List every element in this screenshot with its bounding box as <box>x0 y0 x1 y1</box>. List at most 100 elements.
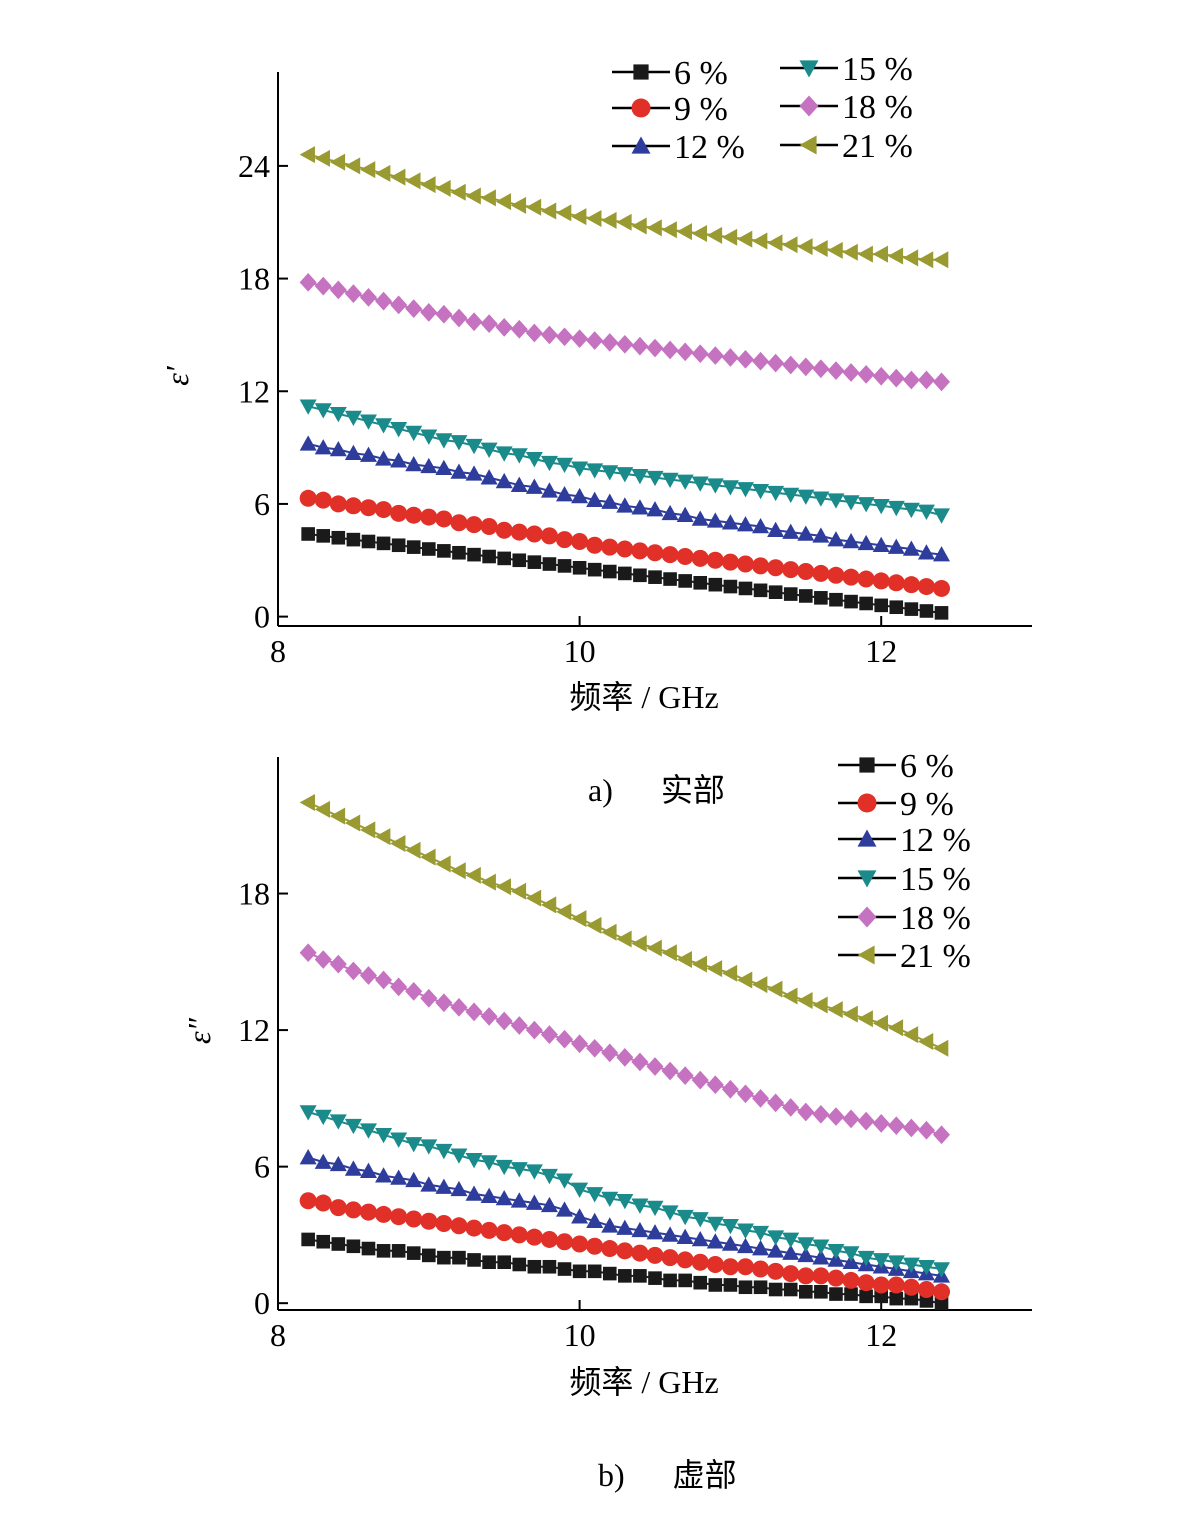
y-tick-label: 24 <box>238 148 270 184</box>
data-point <box>676 548 694 566</box>
legend: 6 %9 %12 %15 %18 %21 % <box>838 749 971 975</box>
data-point <box>420 1139 438 1155</box>
data-point <box>887 1255 905 1271</box>
data-point <box>316 1234 331 1249</box>
data-point <box>344 157 361 175</box>
data-point <box>872 499 890 515</box>
data-point <box>633 568 647 583</box>
data-point <box>691 1253 709 1271</box>
legend-label: 12 % <box>674 129 745 166</box>
data-point <box>917 504 935 520</box>
data-point <box>646 1057 664 1076</box>
data-point <box>872 572 890 590</box>
data-point <box>465 866 481 884</box>
data-point <box>902 540 920 556</box>
data-point <box>435 459 453 476</box>
data-point <box>829 1287 843 1301</box>
x-tick-label: 10 <box>564 633 596 669</box>
data-point <box>616 213 632 231</box>
data-point <box>420 1176 438 1192</box>
data-point <box>510 1226 528 1244</box>
data-point <box>361 1241 376 1256</box>
legend-label: 12 % <box>900 822 971 859</box>
data-point <box>631 499 649 515</box>
data-point <box>783 1282 798 1297</box>
data-point <box>874 598 888 613</box>
data-point <box>827 566 845 584</box>
data-point <box>314 439 332 455</box>
data-point <box>344 444 362 461</box>
data-point <box>359 966 377 985</box>
data-point <box>601 1240 619 1258</box>
data-point <box>691 510 709 526</box>
data-point <box>648 1271 662 1285</box>
data-point <box>618 566 632 581</box>
data-point <box>450 435 468 451</box>
data-point <box>390 1169 408 1185</box>
series-6-pct <box>301 527 949 620</box>
data-point <box>329 954 347 974</box>
data-point <box>889 600 904 615</box>
data-point <box>812 1104 830 1124</box>
data-point <box>299 399 317 415</box>
data-point <box>314 1153 332 1169</box>
data-point <box>663 572 677 586</box>
data-point <box>480 873 496 891</box>
y-tick-label: 0 <box>254 1285 270 1321</box>
data-point <box>586 491 604 507</box>
data-point <box>450 463 468 479</box>
series-15-pct <box>299 1105 951 1278</box>
x-tick-label: 10 <box>564 1317 596 1353</box>
data-point <box>422 542 436 556</box>
data-point <box>753 1280 768 1295</box>
data-point <box>361 534 376 549</box>
data-point <box>452 545 466 560</box>
data-point <box>435 855 451 873</box>
data-point <box>857 570 875 588</box>
data-point <box>375 450 393 466</box>
legend-label: 9 % <box>674 91 728 128</box>
axes: 0 6 12 18 8 10 12 <box>238 757 1032 1353</box>
data-point <box>631 1198 649 1214</box>
data-point <box>827 493 845 509</box>
data-point <box>586 1237 604 1255</box>
data-point <box>405 172 421 190</box>
data-point <box>359 1123 377 1139</box>
data-point <box>601 1217 619 1233</box>
data-point <box>917 251 934 269</box>
data-point <box>601 923 617 941</box>
data-point <box>495 1224 513 1242</box>
data-point <box>857 1111 875 1131</box>
data-point <box>797 1267 815 1285</box>
x-tick-label: 8 <box>270 1317 286 1353</box>
data-point <box>420 429 438 445</box>
data-point <box>842 1271 860 1289</box>
data-point <box>904 602 919 616</box>
data-point <box>678 574 692 588</box>
data-point <box>390 168 406 186</box>
series-21-pct <box>299 146 949 269</box>
data-point <box>706 1255 724 1273</box>
legend-marker <box>799 135 817 155</box>
data-point <box>706 960 723 978</box>
data-point <box>872 536 890 553</box>
data-point <box>572 1264 587 1279</box>
data-point <box>329 153 346 171</box>
data-point <box>752 557 770 575</box>
data-point <box>676 342 694 362</box>
data-point <box>405 841 421 859</box>
data-point <box>799 589 813 603</box>
data-point <box>706 346 724 365</box>
data-point <box>586 1187 604 1203</box>
data-point <box>329 406 347 423</box>
data-point <box>814 591 828 605</box>
data-point <box>676 1251 694 1269</box>
data-point <box>797 992 813 1010</box>
data-point <box>405 425 423 442</box>
data-point <box>829 592 843 607</box>
data-point <box>540 325 558 345</box>
data-point <box>844 594 858 609</box>
data-point <box>752 517 770 534</box>
data-point <box>359 446 377 462</box>
data-point <box>752 483 770 500</box>
